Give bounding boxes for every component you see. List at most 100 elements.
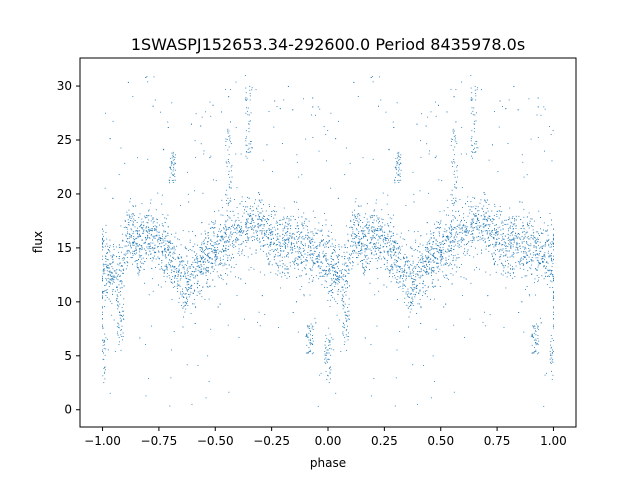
data-point — [334, 271, 335, 273]
data-point — [373, 243, 375, 245]
data-point — [107, 349, 109, 351]
data-point — [273, 237, 274, 239]
data-point — [508, 243, 509, 245]
data-point — [154, 237, 156, 239]
data-point — [342, 275, 344, 277]
data-point — [472, 220, 474, 222]
data-point — [292, 312, 294, 313]
data-point — [390, 281, 392, 283]
data-point — [349, 227, 351, 229]
data-point — [167, 226, 169, 228]
data-point — [359, 253, 361, 254]
data-point — [270, 213, 272, 215]
data-point — [287, 237, 289, 239]
data-point — [505, 260, 506, 262]
data-point — [213, 231, 215, 233]
data-point — [165, 257, 167, 259]
data-point — [447, 236, 449, 238]
data-point — [244, 75, 246, 76]
data-point — [230, 228, 232, 230]
data-point — [431, 283, 433, 285]
data-point — [304, 243, 306, 245]
data-point — [525, 289, 527, 291]
data-point — [424, 247, 426, 248]
data-point — [532, 235, 534, 236]
data-point — [208, 285, 210, 287]
data-point — [498, 237, 500, 239]
data-point — [535, 240, 537, 242]
data-point — [271, 210, 273, 212]
data-point — [269, 243, 271, 245]
data-point — [282, 271, 284, 273]
data-point — [350, 219, 352, 221]
data-point — [466, 226, 468, 228]
data-point — [202, 250, 204, 252]
data-point — [417, 261, 419, 263]
data-point — [166, 267, 168, 269]
data-point — [231, 243, 233, 244]
data-point — [515, 262, 517, 264]
data-point — [367, 239, 369, 241]
data-point — [375, 253, 377, 255]
data-point — [523, 268, 525, 270]
data-point — [503, 265, 505, 267]
data-point — [238, 277, 239, 279]
data-point — [376, 325, 378, 327]
data-point — [475, 205, 477, 207]
data-point — [330, 187, 332, 189]
data-point — [105, 369, 106, 371]
data-point — [401, 270, 403, 272]
data-point — [195, 270, 197, 272]
data-point — [297, 264, 299, 265]
data-point — [171, 233, 172, 235]
data-point — [320, 272, 322, 274]
data-point — [399, 285, 401, 287]
data-point — [423, 269, 425, 271]
data-point — [292, 233, 294, 234]
data-point — [366, 244, 367, 246]
data-point — [390, 250, 392, 252]
data-point — [440, 256, 442, 258]
data-point — [322, 240, 324, 242]
data-point — [146, 237, 148, 239]
data-point — [417, 271, 419, 272]
data-point — [199, 261, 201, 262]
data-point — [203, 260, 205, 262]
data-point — [164, 265, 166, 267]
data-point — [375, 242, 377, 244]
data-point — [398, 251, 400, 253]
data-point — [228, 264, 230, 266]
data-point — [424, 261, 426, 262]
data-point — [334, 263, 336, 265]
data-point — [330, 255, 332, 257]
data-point — [538, 262, 540, 264]
data-point — [194, 275, 196, 277]
data-point — [105, 278, 107, 280]
data-point — [245, 240, 246, 241]
data-point — [402, 256, 404, 258]
data-point — [279, 246, 281, 248]
data-point — [475, 267, 477, 268]
data-point — [308, 282, 310, 284]
data-point — [454, 254, 456, 256]
data-point — [478, 210, 480, 212]
data-point — [230, 259, 231, 261]
data-point — [419, 271, 420, 273]
data-point — [521, 301, 523, 303]
data-point — [327, 259, 329, 261]
data-point — [167, 240, 169, 242]
data-point — [203, 264, 205, 266]
data-point — [355, 245, 357, 247]
data-point — [400, 275, 401, 277]
data-point — [147, 222, 149, 224]
data-point — [396, 299, 398, 300]
data-point — [186, 284, 188, 286]
data-point — [119, 280, 121, 282]
data-point — [307, 245, 309, 247]
data-point — [282, 236, 284, 238]
data-point — [194, 289, 196, 291]
data-point — [145, 344, 146, 346]
data-point — [300, 241, 302, 243]
data-point — [298, 257, 300, 258]
data-point — [498, 217, 500, 219]
